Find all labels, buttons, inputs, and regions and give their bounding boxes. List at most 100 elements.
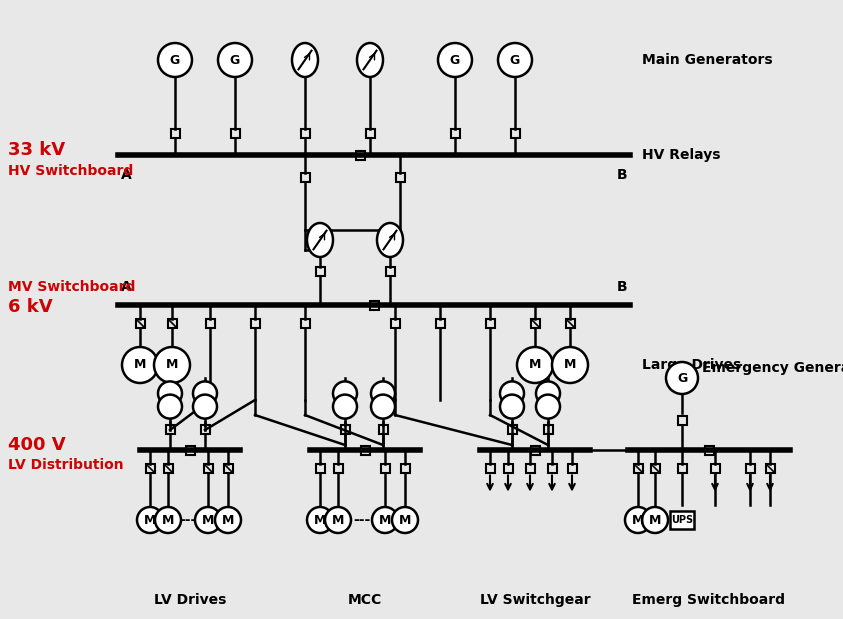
Bar: [544, 425, 552, 434]
Bar: [745, 464, 754, 472]
Text: HV Relays: HV Relays: [642, 148, 721, 162]
Bar: [705, 446, 713, 454]
Text: G: G: [677, 371, 687, 384]
Bar: [380, 464, 389, 472]
Bar: [765, 464, 775, 472]
Circle shape: [517, 347, 553, 383]
Circle shape: [500, 394, 524, 418]
Bar: [300, 129, 309, 137]
Text: Emerg Switchboard: Emerg Switchboard: [632, 593, 786, 607]
Circle shape: [438, 43, 472, 77]
Text: ---: ---: [353, 513, 370, 527]
Text: M: M: [529, 358, 541, 371]
Bar: [678, 415, 686, 425]
Text: B: B: [617, 168, 627, 182]
Bar: [486, 319, 495, 327]
Ellipse shape: [292, 43, 318, 77]
Bar: [223, 464, 233, 472]
Circle shape: [536, 394, 560, 418]
Text: 33 kV: 33 kV: [8, 141, 65, 159]
Bar: [201, 425, 210, 434]
Bar: [315, 267, 325, 275]
Text: 6 kV: 6 kV: [8, 298, 52, 316]
Bar: [366, 129, 374, 137]
Bar: [507, 425, 517, 434]
Text: M: M: [564, 358, 576, 371]
Bar: [379, 425, 388, 434]
Bar: [168, 319, 176, 327]
Bar: [400, 464, 410, 472]
Circle shape: [392, 507, 418, 533]
Bar: [450, 129, 459, 137]
Bar: [678, 464, 686, 472]
Circle shape: [218, 43, 252, 77]
Bar: [525, 464, 534, 472]
Circle shape: [158, 394, 182, 418]
Circle shape: [307, 507, 333, 533]
Bar: [530, 446, 540, 454]
Circle shape: [371, 381, 395, 405]
Text: G: G: [450, 53, 460, 66]
Circle shape: [193, 381, 217, 405]
Circle shape: [325, 507, 351, 533]
Bar: [206, 319, 214, 327]
Circle shape: [642, 507, 668, 533]
Circle shape: [536, 381, 560, 405]
Text: 400 V: 400 V: [8, 436, 66, 454]
Text: B: B: [617, 280, 627, 294]
Text: M: M: [649, 514, 661, 527]
Bar: [361, 446, 369, 454]
Bar: [651, 464, 659, 472]
Bar: [511, 129, 519, 137]
Bar: [670, 511, 694, 529]
Circle shape: [137, 507, 163, 533]
Bar: [165, 425, 175, 434]
Circle shape: [666, 362, 698, 394]
Bar: [315, 464, 325, 472]
Circle shape: [122, 347, 158, 383]
Circle shape: [154, 347, 190, 383]
Text: G: G: [510, 53, 520, 66]
Bar: [566, 319, 574, 327]
Bar: [633, 464, 642, 472]
Text: Emergency Generator: Emergency Generator: [702, 361, 843, 375]
Bar: [170, 129, 180, 137]
Text: LV Distribution: LV Distribution: [8, 458, 124, 472]
Bar: [390, 319, 400, 327]
Bar: [567, 464, 577, 472]
Text: G: G: [230, 53, 240, 66]
Text: MV Switchboard: MV Switchboard: [8, 280, 136, 294]
Circle shape: [195, 507, 221, 533]
Bar: [530, 319, 540, 327]
Bar: [486, 464, 495, 472]
Circle shape: [333, 381, 357, 405]
Text: M: M: [162, 514, 175, 527]
Bar: [711, 464, 719, 472]
Text: M: M: [314, 514, 326, 527]
Text: M: M: [379, 514, 391, 527]
Ellipse shape: [377, 223, 403, 257]
Bar: [185, 446, 195, 454]
Bar: [146, 464, 154, 472]
Bar: [334, 464, 342, 472]
Circle shape: [193, 394, 217, 418]
Circle shape: [625, 507, 651, 533]
Circle shape: [158, 381, 182, 405]
Circle shape: [552, 347, 588, 383]
Ellipse shape: [307, 223, 333, 257]
Text: G: G: [170, 53, 180, 66]
Bar: [136, 319, 144, 327]
Bar: [203, 464, 212, 472]
Text: LV Switchgear: LV Switchgear: [480, 593, 590, 607]
Bar: [436, 319, 444, 327]
Circle shape: [155, 507, 181, 533]
Bar: [341, 425, 350, 434]
Text: M: M: [332, 514, 344, 527]
Circle shape: [215, 507, 241, 533]
Bar: [300, 319, 309, 327]
Text: M: M: [631, 514, 644, 527]
Text: ---: ---: [180, 513, 196, 527]
Text: A: A: [121, 168, 132, 182]
Circle shape: [371, 394, 395, 418]
Bar: [230, 129, 239, 137]
